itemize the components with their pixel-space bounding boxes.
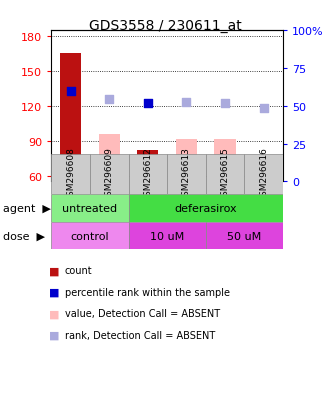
Bar (137, 151, 159, 176)
Point (145, 101, 151, 107)
Bar (128, 195, 283, 222)
Text: GSM296612: GSM296612 (143, 147, 152, 202)
Text: 50 uM: 50 uM (227, 231, 261, 241)
Text: ■: ■ (49, 266, 60, 275)
Text: GSM296615: GSM296615 (220, 147, 230, 202)
Bar (253, 174, 274, 176)
Bar (128, 222, 206, 250)
Point (184, 100, 189, 106)
Text: rank, Detection Call = ABSENT: rank, Detection Call = ABSENT (65, 330, 215, 340)
Text: count: count (65, 266, 92, 275)
Text: dose  ▶: dose ▶ (3, 231, 45, 241)
Bar (167, 154, 206, 195)
Text: value, Detection Call = ABSENT: value, Detection Call = ABSENT (65, 309, 220, 318)
Text: control: control (71, 231, 109, 241)
Point (107, 96, 112, 103)
Text: GSM296613: GSM296613 (182, 147, 191, 202)
Text: ■: ■ (49, 287, 60, 297)
Text: untreated: untreated (62, 203, 118, 213)
Bar (60, 54, 81, 176)
Bar (90, 154, 128, 195)
Bar (206, 222, 283, 250)
Bar (214, 140, 236, 176)
Text: percentile rank within the sample: percentile rank within the sample (65, 287, 229, 297)
Bar (99, 134, 120, 176)
Text: GSM296616: GSM296616 (259, 147, 268, 202)
Bar (51, 154, 90, 195)
Bar (176, 140, 197, 176)
Text: GSM296609: GSM296609 (105, 147, 114, 202)
Point (222, 101, 228, 107)
Point (261, 105, 266, 112)
Text: 10 uM: 10 uM (150, 231, 184, 241)
Text: ■: ■ (49, 330, 60, 340)
Text: agent  ▶: agent ▶ (3, 203, 51, 213)
Bar (244, 154, 283, 195)
Text: ■: ■ (49, 309, 60, 318)
Point (68, 88, 73, 95)
Text: GSM296608: GSM296608 (66, 147, 75, 202)
Bar (128, 154, 167, 195)
Bar (51, 222, 128, 250)
Bar (206, 154, 244, 195)
Text: GDS3558 / 230611_at: GDS3558 / 230611_at (89, 19, 242, 33)
Bar (51, 195, 128, 222)
Text: deferasirox: deferasirox (174, 203, 237, 213)
